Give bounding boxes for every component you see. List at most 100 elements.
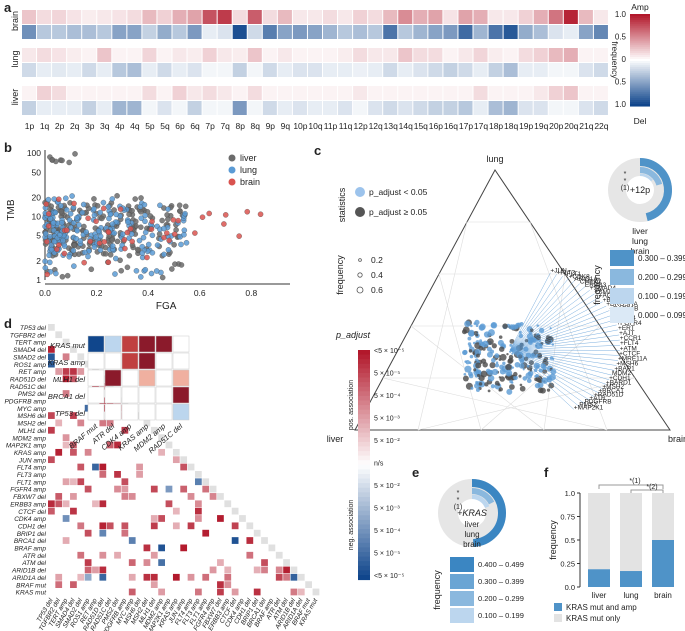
matrix-cell [84, 507, 92, 515]
matrix-cell [121, 493, 129, 500]
matrix-cell [172, 515, 180, 522]
scatter-point-brain [170, 217, 177, 223]
matrix-cell [136, 515, 143, 522]
matrix-cell [202, 485, 210, 493]
matrix-cell [77, 485, 85, 493]
matrix-cell [150, 573, 158, 581]
matrix-cell [231, 507, 239, 515]
matrix-cell [55, 448, 63, 456]
scatter-point-liver [72, 151, 78, 157]
amp-cell [22, 48, 37, 62]
matrix-cell [84, 515, 92, 522]
ternary-frame [354, 169, 671, 431]
matrix-cell [70, 522, 77, 530]
del-cell [277, 25, 292, 39]
legend-gradient-step [630, 40, 650, 44]
amp-cell [518, 10, 533, 24]
ternary-point [487, 329, 495, 337]
scatter-point-lung [142, 229, 149, 236]
arm-label: 18q [504, 121, 518, 131]
grid-line [543, 273, 566, 431]
scatter-point-lung [63, 195, 69, 202]
bin-swatch [610, 307, 634, 323]
matrix-cell [128, 448, 136, 456]
del-cell [383, 25, 398, 39]
del-cell [112, 101, 127, 115]
x-tick-label: lung [623, 591, 638, 600]
point-label: +BARD1 [606, 379, 632, 386]
matrix-cell [70, 434, 77, 441]
legend-gradient-step [630, 101, 650, 105]
arm-label: 18p [489, 121, 503, 131]
matrix-cell [268, 551, 276, 559]
scatter-point-lung [93, 234, 99, 241]
inset-cell [104, 403, 122, 421]
point-label: CHEK2 [580, 279, 602, 286]
matrix-cell [62, 478, 70, 486]
matrix-cell [150, 588, 158, 596]
matrix-cell [246, 559, 254, 566]
matrix-cell [55, 368, 63, 375]
matrix-cell [172, 456, 180, 464]
scatter-point-brain [121, 236, 128, 243]
scatter-point-brain [199, 214, 206, 220]
matrix-cell [246, 522, 254, 530]
arm-label: 8q [251, 121, 261, 131]
arm-label: 11p [324, 121, 338, 131]
bin-swatch [450, 608, 474, 623]
del-cell [157, 101, 172, 115]
matrix-cell [84, 566, 92, 574]
amp-cell [82, 48, 97, 62]
del-cell [202, 25, 217, 39]
ternary-point [522, 376, 528, 381]
arm-label: 8p [235, 121, 245, 131]
scatter-point-lung [109, 221, 116, 227]
legend-gradient-step [358, 542, 370, 548]
matrix-cell [158, 529, 165, 537]
matrix-cell [99, 434, 107, 441]
matrix-cell [231, 522, 239, 530]
legend-label-brain: brain [240, 177, 260, 187]
matrix-cell [62, 448, 70, 456]
amp-cell [247, 86, 262, 100]
ternary-point [551, 343, 555, 346]
legend-label: <5 × 10⁻⁵ [374, 573, 404, 580]
matrix-cell [209, 544, 217, 552]
matrix-cell [150, 441, 158, 449]
matrix-cell [62, 522, 70, 530]
ternary-point [505, 363, 512, 371]
del-cell [247, 63, 262, 77]
inset-cell [138, 352, 156, 370]
ternary-point [499, 376, 505, 382]
matrix-cell [55, 346, 63, 353]
matrix-cell [158, 500, 165, 508]
matrix-cell [48, 375, 55, 383]
label-leader [509, 334, 620, 351]
matrix-cell [136, 456, 143, 464]
matrix-cell [180, 471, 188, 478]
legend-gradient-step [358, 561, 370, 567]
scatter-point-lung [53, 270, 59, 277]
matrix-cell [172, 581, 180, 588]
arm-label: 11q [339, 121, 353, 131]
del-cell [443, 25, 458, 39]
y-tick-label: 0.0 [565, 583, 575, 592]
scatter-point-liver [159, 217, 165, 224]
matrix-cell [99, 426, 107, 434]
legend-gradient-step [630, 71, 650, 74]
matrix-cell [143, 441, 151, 449]
del-cell [473, 101, 488, 115]
ternary-point [534, 374, 537, 378]
matrix-cell [143, 500, 151, 508]
matrix-cell [121, 537, 129, 544]
point-label: +SMAD4 [590, 285, 617, 292]
label-leader [509, 349, 595, 397]
point-label: +FGFR4 [617, 320, 642, 327]
scatter-point-lung [160, 225, 167, 232]
matrix-cell [92, 500, 99, 508]
legend-label: n/s [374, 461, 384, 468]
arm-label: 12p [354, 121, 368, 131]
matrix-cell [70, 397, 77, 405]
scatter-point-liver [156, 231, 163, 237]
